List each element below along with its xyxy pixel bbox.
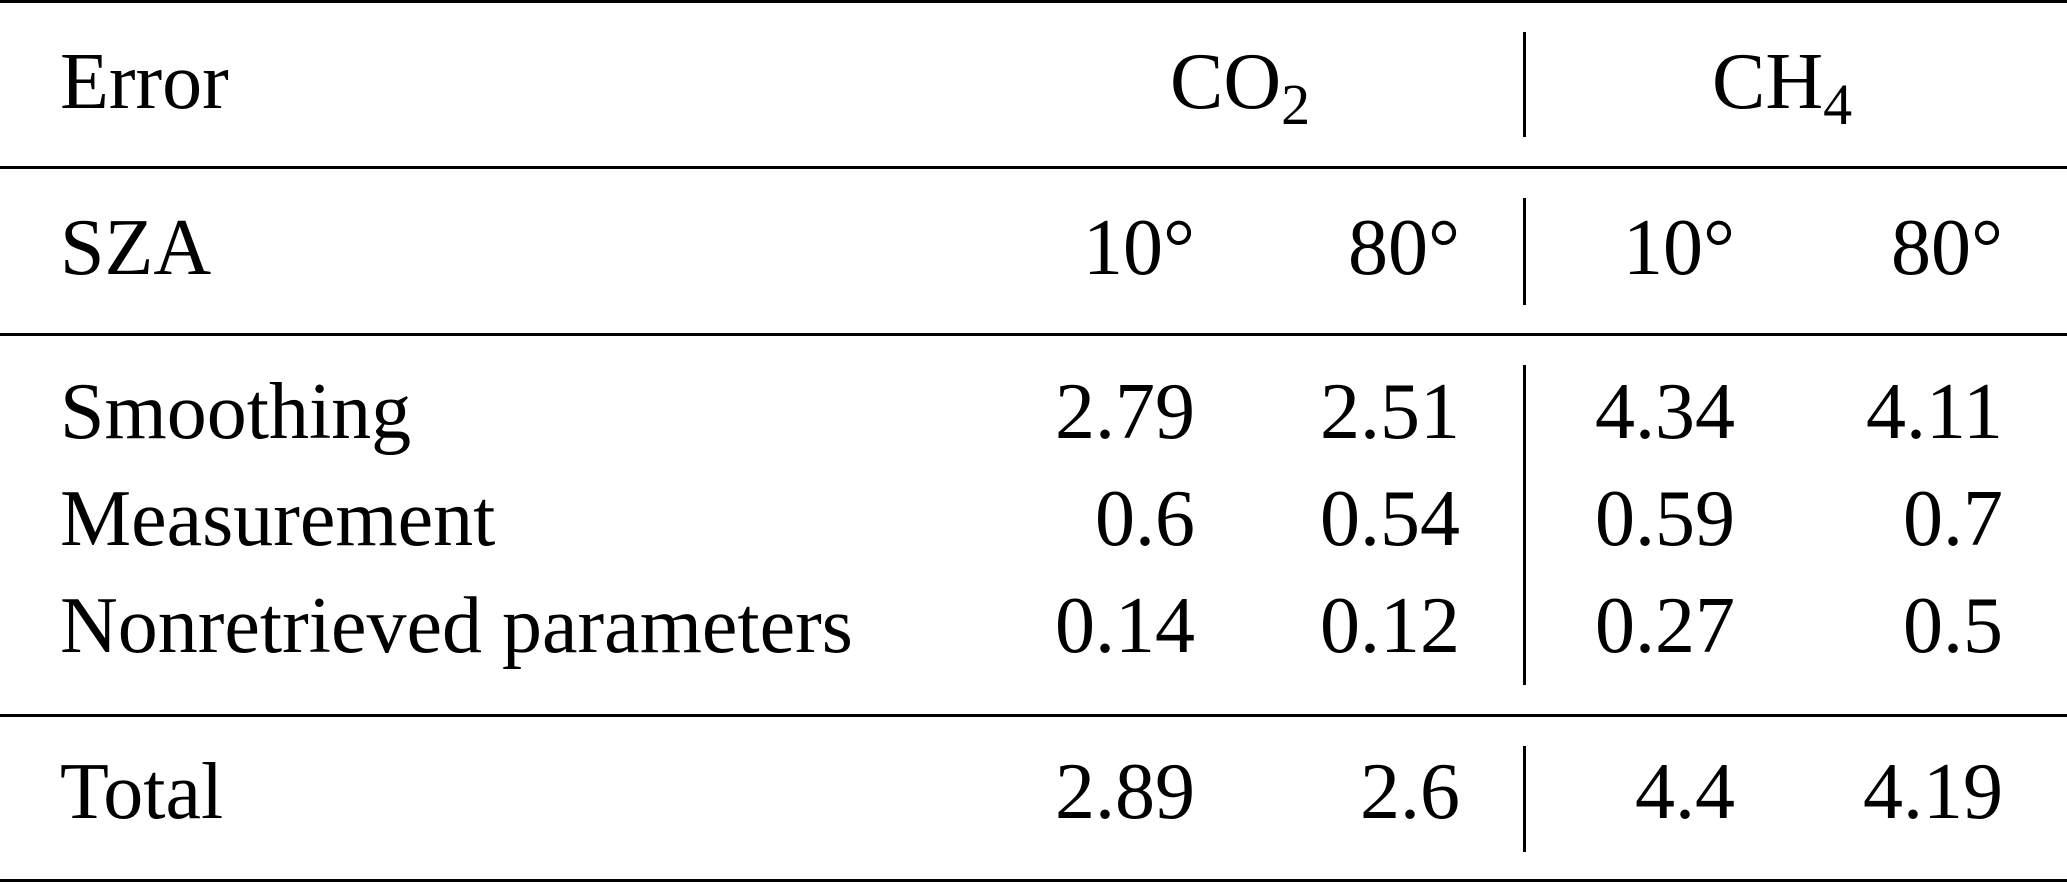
sza-value: 10° <box>1083 204 1195 292</box>
row-label-smoothing: Smoothing <box>60 368 412 456</box>
table-cell: 0.5 <box>1903 582 2003 670</box>
table-cell: 4.11 <box>1865 368 2003 456</box>
sza-label: SZA <box>60 204 212 292</box>
sza-rule <box>0 333 2067 336</box>
header-ch4-base: CH <box>1712 38 1824 126</box>
table-cell: 0.14 <box>1055 582 1195 670</box>
header-co2-base: CO <box>1170 38 1282 126</box>
column-separator-total <box>1523 746 1526 852</box>
column-separator-body <box>1523 365 1526 685</box>
header-rule <box>0 166 2067 169</box>
table-cell: 0.7 <box>1903 475 2003 563</box>
table-cell: 2.51 <box>1320 368 1460 456</box>
sza-value: 10° <box>1623 204 1735 292</box>
header-ch4-subscript: 4 <box>1823 72 1853 137</box>
table-cell: 0.59 <box>1595 475 1735 563</box>
table-cell: 2.79 <box>1055 368 1195 456</box>
header-co2-subscript: 2 <box>1281 72 1311 137</box>
row-label-total: Total <box>60 748 224 836</box>
table-cell: 0.27 <box>1595 582 1735 670</box>
top-rule <box>0 0 2067 3</box>
header-error-label: Error <box>60 38 229 126</box>
table-cell: 4.34 <box>1595 368 1735 456</box>
header-co2: CO2 <box>1170 42 1310 134</box>
table-cell: 0.12 <box>1320 582 1460 670</box>
sza-value: 80° <box>1348 204 1460 292</box>
column-separator-sza <box>1523 198 1526 305</box>
total-cell: 4.19 <box>1863 748 2003 836</box>
total-cell: 2.6 <box>1360 748 1460 836</box>
total-rule <box>0 714 2067 717</box>
bottom-rule <box>0 879 2067 882</box>
total-cell: 2.89 <box>1055 748 1195 836</box>
table-cell: 0.54 <box>1320 475 1460 563</box>
header-ch4: CH4 <box>1712 42 1852 134</box>
table-cell: 0.6 <box>1095 475 1195 563</box>
sza-value: 80° <box>1891 204 2003 292</box>
column-separator-header <box>1523 32 1526 137</box>
total-cell: 4.4 <box>1635 748 1735 836</box>
row-label-nonretrieved-parameters: Nonretrieved parameters <box>60 582 853 670</box>
row-label-measurement: Measurement <box>60 475 496 563</box>
